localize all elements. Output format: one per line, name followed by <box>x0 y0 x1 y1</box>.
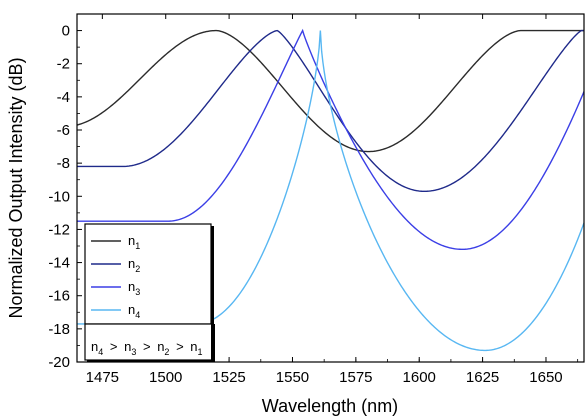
x-tick-label: 1650 <box>529 369 562 386</box>
x-tick-label: 1575 <box>339 369 372 386</box>
annotation-sub-4: 4 <box>98 347 103 357</box>
y-tick-label: -16 <box>48 288 70 305</box>
y-tick-label: -2 <box>57 56 70 73</box>
annotation-sub-2: 2 <box>164 347 169 357</box>
series-line-n3 <box>77 28 584 251</box>
x-tick-label: 1600 <box>403 369 436 386</box>
x-tick-label: 1500 <box>149 369 182 386</box>
legend-box <box>84 223 212 325</box>
y-tick-label: -12 <box>48 221 70 238</box>
y-axis-title: Normalized Output Intensity (dB) <box>6 57 26 318</box>
legend-items: n1 n2 n3 n4 <box>91 233 140 320</box>
plot-frame <box>76 13 585 363</box>
y-tick-label: -4 <box>57 89 70 106</box>
legend: n1 n2 n3 n4 n4 > n3 > n2 > n1 <box>84 223 215 362</box>
y-tick-label: 0 <box>62 23 70 40</box>
series-line-n1 <box>77 29 584 153</box>
y-axis-ticks: 0 -2 -4 -6 -8 -10 -12 -14 -16 -18 -20 <box>48 23 82 371</box>
legend-label-n1: n1 <box>128 233 140 251</box>
annotation-shadow-right <box>211 324 215 362</box>
annotation-gt-2: > <box>143 339 151 354</box>
y-tick-label: -10 <box>48 188 70 205</box>
legend-shadow-right <box>211 226 214 324</box>
x-tick-label: 1525 <box>212 369 245 386</box>
x-tick-label: 1475 <box>86 369 119 386</box>
inequality-annotation: n4 > n3 > n2 > n1 <box>91 339 203 358</box>
x-tick-label: 1625 <box>466 369 499 386</box>
series-line-n2 <box>77 29 584 193</box>
annotation-shadow-bottom <box>87 360 215 362</box>
y-tick-label: -18 <box>48 321 70 338</box>
svg-text:n4 > n3: n4 > n3 > n2 > n1 <box>91 339 203 358</box>
annotation-sub-1: 1 <box>198 347 203 357</box>
legend-label-n2: n2 <box>128 256 140 274</box>
annotation-sub-3: 3 <box>131 347 136 357</box>
annotation-box <box>84 323 213 361</box>
annotation-gt-3: > <box>176 339 184 354</box>
annotation-gt-1: > <box>110 339 118 354</box>
legend-label-n3: n3 <box>128 279 140 297</box>
y-tick-label: -6 <box>57 122 70 139</box>
y-tick-label: -20 <box>48 354 70 371</box>
y-tick-label: -14 <box>48 255 70 272</box>
x-tick-label: 1550 <box>276 369 309 386</box>
x-axis-title: Wavelength (nm) <box>262 396 398 416</box>
y-tick-label: -8 <box>57 155 70 172</box>
x-axis-ticks: 1475 1500 1525 1550 1575 1600 1625 1650 <box>86 14 579 386</box>
legend-label-n4: n4 <box>128 302 140 320</box>
